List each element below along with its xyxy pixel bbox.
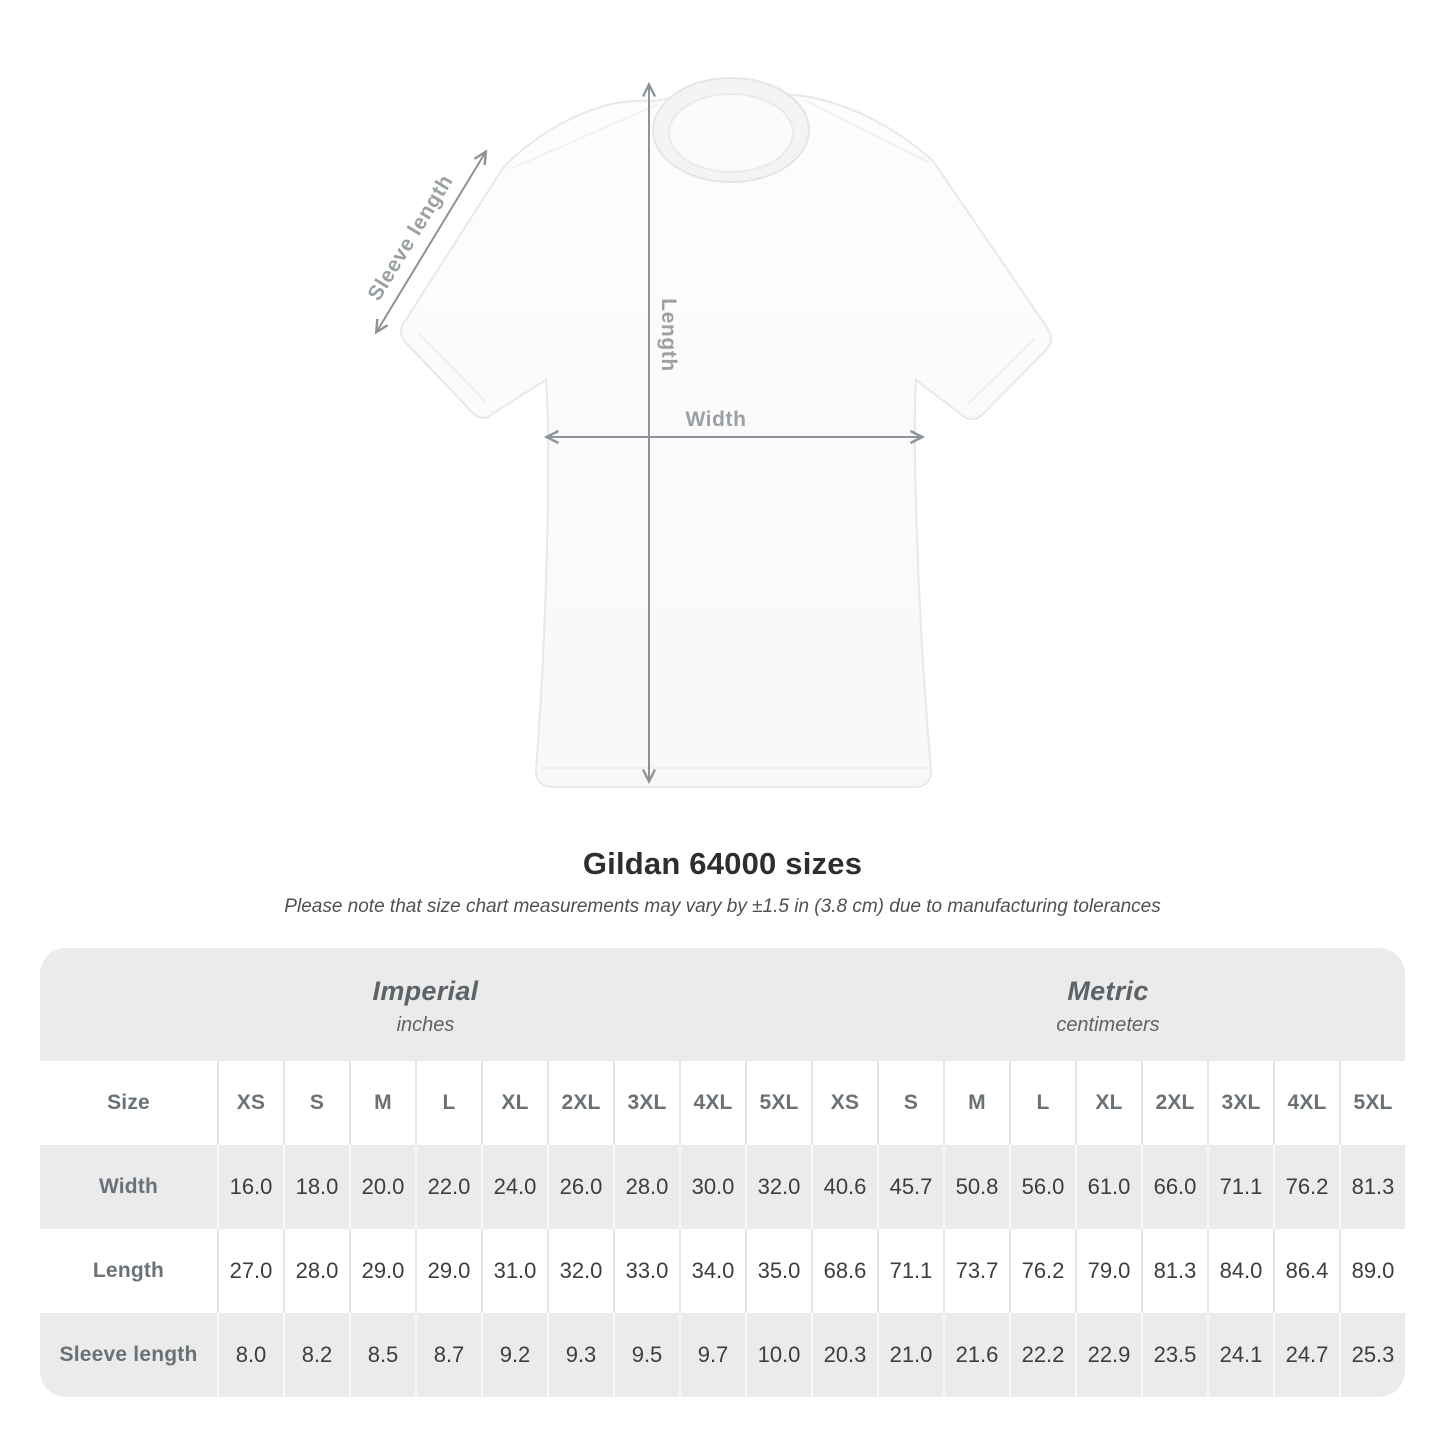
cell-sleeve-length-metric-xl: 22.9 (1075, 1313, 1141, 1397)
cell-length-metric-3xl: 84.0 (1207, 1229, 1273, 1313)
cell-sleeve-length-metric-m: 21.6 (943, 1313, 1009, 1397)
row-label-length: Length (40, 1229, 217, 1313)
size-header-imperial-xs: XS (217, 1061, 283, 1145)
cell-sleeve-length-imperial-xs: 8.0 (217, 1313, 283, 1397)
cell-sleeve-length-metric-4xl: 24.7 (1273, 1313, 1339, 1397)
cell-width-imperial-m: 20.0 (349, 1145, 415, 1229)
cell-width-metric-4xl: 76.2 (1273, 1145, 1339, 1229)
cell-width-metric-l: 56.0 (1009, 1145, 1075, 1229)
cell-width-metric-m: 50.8 (943, 1145, 1009, 1229)
unit-header-band: Imperial inches Metric centimeters (40, 948, 1405, 1061)
cell-sleeve-length-metric-2xl: 23.5 (1141, 1313, 1207, 1397)
cell-sleeve-length-metric-3xl: 24.1 (1207, 1313, 1273, 1397)
size-header-metric-2xl: 2XL (1141, 1061, 1207, 1145)
cell-sleeve-length-metric-l: 22.2 (1009, 1313, 1075, 1397)
tolerance-note: Please note that size chart measurements… (284, 896, 1161, 917)
cell-width-imperial-5xl: 32.0 (745, 1145, 811, 1229)
cell-length-metric-5xl: 89.0 (1339, 1229, 1405, 1313)
size-header-imperial-m: M (349, 1061, 415, 1145)
cell-sleeve-length-imperial-2xl: 9.3 (547, 1313, 613, 1397)
size-header-imperial-4xl: 4XL (679, 1061, 745, 1145)
tshirt-figure: Sleeve length Length Width (363, 77, 1052, 788)
row-label-sleeve-length: Sleeve length (40, 1313, 217, 1397)
cell-length-imperial-xs: 27.0 (217, 1229, 283, 1313)
width-label: Width (685, 408, 747, 431)
sleeve-length-arrow (374, 149, 488, 335)
cell-width-metric-3xl: 71.1 (1207, 1145, 1273, 1229)
cell-sleeve-length-imperial-3xl: 9.5 (613, 1313, 679, 1397)
cell-length-metric-4xl: 86.4 (1273, 1229, 1339, 1313)
imperial-title: Imperial (372, 976, 479, 1006)
size-header-metric-l: L (1009, 1061, 1075, 1145)
cell-length-metric-2xl: 81.3 (1141, 1229, 1207, 1313)
metric-title: Metric (1067, 976, 1149, 1006)
size-column-header: Size (40, 1061, 217, 1145)
collar-inner (668, 93, 794, 173)
size-grid: Size XS S M L XL 2XL 3XL 4XL 5XL XS S M L XL 2XL 3XL 4XL 5… (40, 1061, 1405, 1397)
cell-length-imperial-2xl: 32.0 (547, 1229, 613, 1313)
cell-length-metric-s: 71.1 (877, 1229, 943, 1313)
cell-length-metric-xl: 79.0 (1075, 1229, 1141, 1313)
cell-sleeve-length-imperial-m: 8.5 (349, 1313, 415, 1397)
right-shoulder-seam (804, 99, 931, 164)
row-label-width: Width (40, 1145, 217, 1229)
tshirt-silhouette (400, 91, 1052, 788)
cell-length-imperial-l: 29.0 (415, 1229, 481, 1313)
cell-width-metric-5xl: 81.3 (1339, 1145, 1405, 1229)
cell-length-metric-m: 73.7 (943, 1229, 1009, 1313)
metric-subtitle: centimeters (1056, 1014, 1160, 1036)
cell-length-metric-xs: 68.6 (811, 1229, 877, 1313)
imperial-unit-header: Imperial inches (40, 948, 811, 1061)
imperial-subtitle: inches (396, 1014, 455, 1036)
size-header-imperial-5xl: 5XL (745, 1061, 811, 1145)
size-header-metric-4xl: 4XL (1273, 1061, 1339, 1145)
cell-sleeve-length-metric-s: 21.0 (877, 1313, 943, 1397)
size-header-imperial-3xl: 3XL (613, 1061, 679, 1145)
cell-length-imperial-xl: 31.0 (481, 1229, 547, 1313)
cell-length-imperial-3xl: 33.0 (613, 1229, 679, 1313)
cell-width-imperial-xs: 16.0 (217, 1145, 283, 1229)
cell-width-imperial-2xl: 26.0 (547, 1145, 613, 1229)
cell-width-imperial-l: 22.0 (415, 1145, 481, 1229)
size-header-metric-m: M (943, 1061, 1009, 1145)
size-header-metric-xs: XS (811, 1061, 877, 1145)
page-title: Gildan 64000 sizes (582, 846, 863, 881)
size-header-metric-s: S (877, 1061, 943, 1145)
cell-sleeve-length-imperial-l: 8.7 (415, 1313, 481, 1397)
cell-length-imperial-s: 28.0 (283, 1229, 349, 1313)
size-header-metric-3xl: 3XL (1207, 1061, 1273, 1145)
cell-length-imperial-5xl: 35.0 (745, 1229, 811, 1313)
size-header-imperial-l: L (415, 1061, 481, 1145)
cell-length-metric-l: 76.2 (1009, 1229, 1075, 1313)
cell-length-imperial-m: 29.0 (349, 1229, 415, 1313)
cell-length-imperial-4xl: 34.0 (679, 1229, 745, 1313)
cell-width-metric-s: 45.7 (877, 1145, 943, 1229)
cell-width-metric-xl: 61.0 (1075, 1145, 1141, 1229)
size-header-metric-xl: XL (1075, 1061, 1141, 1145)
cell-sleeve-length-metric-5xl: 25.3 (1339, 1313, 1405, 1397)
size-header-imperial-2xl: 2XL (547, 1061, 613, 1145)
cell-width-metric-xs: 40.6 (811, 1145, 877, 1229)
cell-width-imperial-4xl: 30.0 (679, 1145, 745, 1229)
size-header-imperial-xl: XL (481, 1061, 547, 1145)
size-header-metric-5xl: 5XL (1339, 1061, 1405, 1145)
size-table: Imperial inches Metric centimeters Size X… (40, 948, 1405, 1397)
cell-width-imperial-s: 18.0 (283, 1145, 349, 1229)
cell-sleeve-length-imperial-s: 8.2 (283, 1313, 349, 1397)
cell-width-imperial-xl: 24.0 (481, 1145, 547, 1229)
cell-sleeve-length-imperial-4xl: 9.7 (679, 1313, 745, 1397)
metric-unit-header: Metric centimeters (811, 948, 1405, 1061)
size-header-imperial-s: S (283, 1061, 349, 1145)
cell-sleeve-length-imperial-xl: 9.2 (481, 1313, 547, 1397)
right-cuff-seam (967, 338, 1035, 405)
cell-width-metric-2xl: 66.0 (1141, 1145, 1207, 1229)
cell-sleeve-length-metric-xs: 20.3 (811, 1313, 877, 1397)
cell-width-imperial-3xl: 28.0 (613, 1145, 679, 1229)
left-cuff-seam (417, 332, 487, 403)
cell-sleeve-length-imperial-5xl: 10.0 (745, 1313, 811, 1397)
left-shoulder-seam (509, 103, 660, 170)
length-label: Length (657, 298, 680, 372)
tshirt-image (374, 77, 1052, 788)
